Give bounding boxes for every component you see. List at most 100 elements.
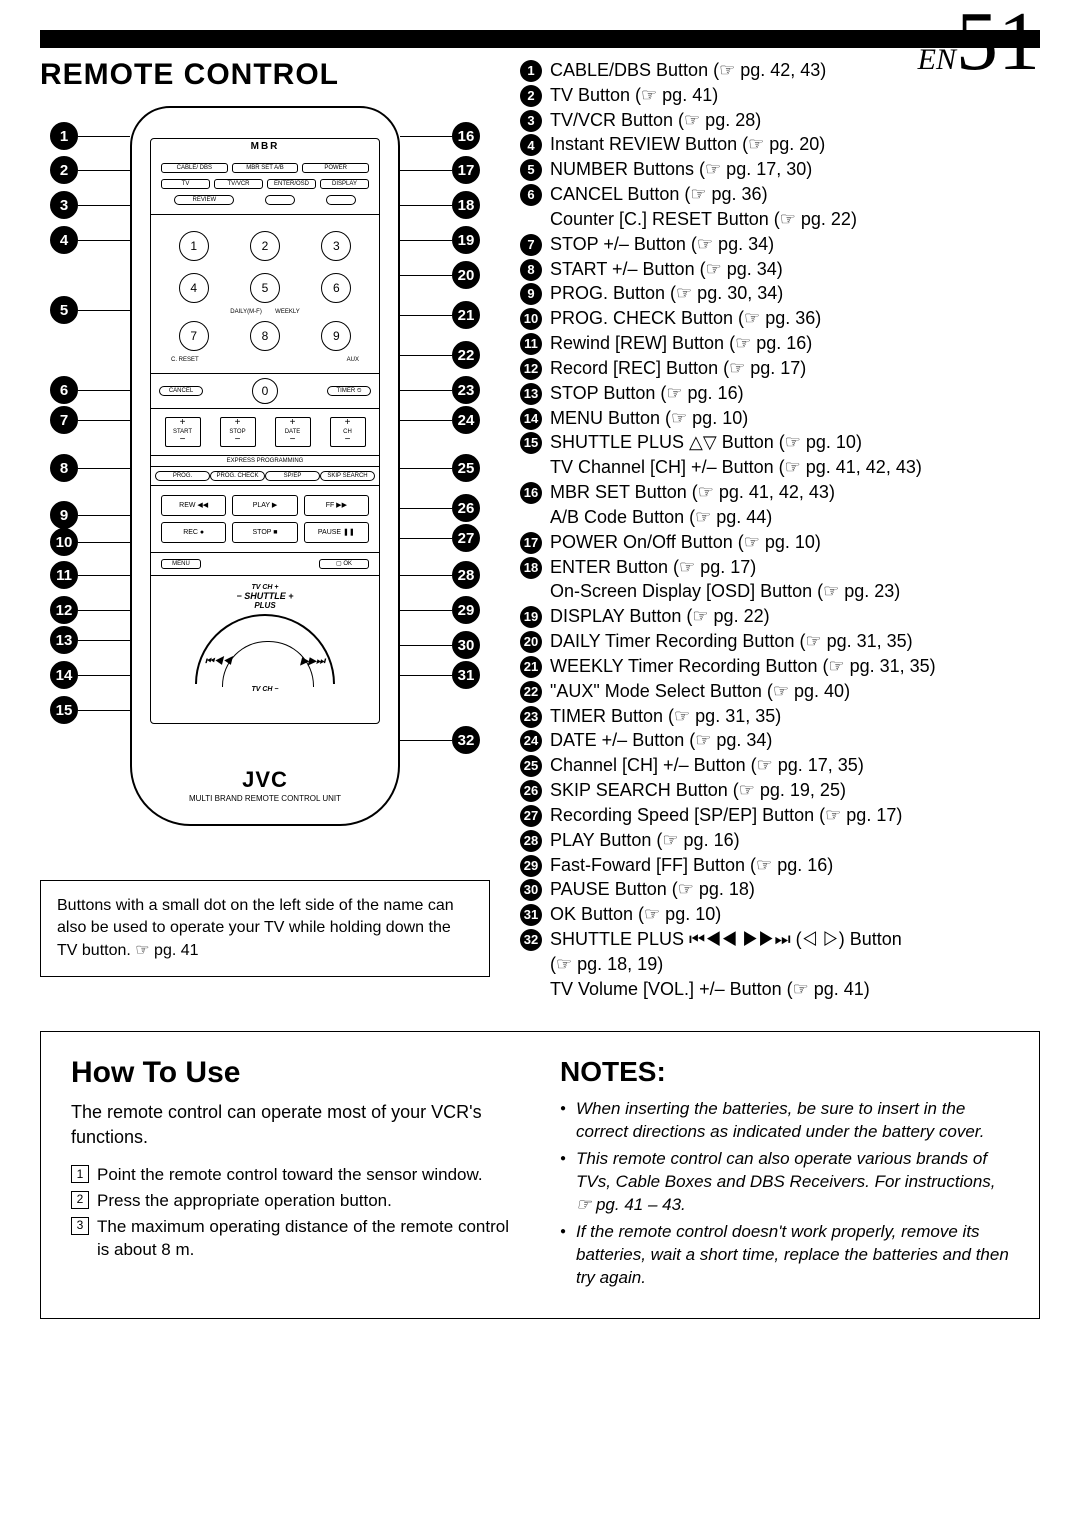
brand-name: JVC (132, 767, 398, 793)
legend-num: 11 (520, 333, 542, 355)
display-button: DISPLAY (320, 179, 369, 189)
legend-item: 31OK Button (☞ pg. 10) (520, 902, 1040, 927)
legend-item: 18 ENTER Button (☞ pg. 17) (520, 555, 1040, 580)
legend-item: 25Channel [CH] +/– Button (☞ pg. 17, 35) (520, 753, 1040, 778)
legend-item: 29Fast-Foward [FF] Button (☞ pg. 16) (520, 853, 1040, 878)
leader (78, 170, 130, 171)
callout-3: 3 (50, 191, 78, 219)
legend-num: 19 (520, 606, 542, 628)
callout-27: 27 (452, 524, 480, 552)
review-aux-2 (326, 195, 356, 205)
pause-button: PAUSE ❚❚ (304, 522, 369, 543)
prog-row: PROG. PROG. CHECK SP/EP SKIP SEARCH (151, 467, 379, 486)
legend-text: ENTER Button (☞ pg. 17) (550, 555, 1040, 580)
callout-16: 16 (452, 122, 480, 150)
rec-button: REC ● (161, 522, 226, 543)
num-1: 1 (179, 231, 209, 261)
leader (78, 468, 130, 469)
legend-num: 31 (520, 904, 542, 926)
legend-num: 1 (520, 60, 542, 82)
legend-item: 22"AUX" Mode Select Button (☞ pg. 40) (520, 679, 1040, 704)
leader (400, 315, 452, 316)
howto-intro: The remote control can operate most of y… (71, 1100, 520, 1149)
leader (78, 420, 130, 421)
legend-num: 2 (520, 85, 542, 107)
shuttle-plus-label: PLUS (159, 601, 371, 610)
num-0: 0 (252, 378, 278, 404)
step-text: Point the remote control toward the sens… (97, 1163, 483, 1187)
legend-text: Fast-Foward [FF] Button (☞ pg. 16) (550, 853, 1040, 878)
callout-7: 7 (50, 406, 78, 434)
legend-text: TIMER Button (☞ pg. 31, 35) (550, 704, 1040, 729)
legend-num: 17 (520, 532, 542, 554)
legend-item: 15SHUTTLE PLUS △▽ Button (☞ pg. 10) (520, 430, 1040, 455)
leader (78, 610, 130, 611)
step-text: The maximum operating distance of the re… (97, 1215, 520, 1263)
tv-note-box: Buttons with a small dot on the left sid… (40, 880, 490, 977)
legend-item: 13STOP Button (☞ pg. 16) (520, 381, 1040, 406)
callout-32: 32 (452, 726, 480, 754)
page-number: EN51 (918, 0, 1040, 84)
callout-29: 29 (452, 596, 480, 624)
note-item: This remote control can also operate var… (560, 1148, 1009, 1217)
leader (400, 610, 452, 611)
shuttle-section: TV CH + − SHUTTLE + PLUS ⏮◀◀ ▶▶⏭ TV CH − (151, 576, 379, 701)
leader (400, 355, 452, 356)
leader (400, 508, 452, 509)
legend-text: PAUSE Button (☞ pg. 18) (550, 877, 1040, 902)
legend-num: 4 (520, 134, 542, 156)
num-9: 9 (321, 321, 351, 351)
legend-text: SHUTTLE PLUS ⏮◀◀ ▶▶⏭ (◁ ▷) Button (550, 927, 1040, 952)
section-title: REMOTE CONTROL (40, 58, 490, 92)
num-6: 6 (321, 273, 351, 303)
legend-text: Record [REC] Button (☞ pg. 17) (550, 356, 1040, 381)
ch-pm: CH (330, 417, 366, 447)
note-item: If the remote control doesn't work prope… (560, 1221, 1009, 1290)
legend-item: 32SHUTTLE PLUS ⏮◀◀ ▶▶⏭ (◁ ▷) Button (520, 927, 1040, 952)
callout-12: 12 (50, 596, 78, 624)
callout-11: 11 (50, 561, 78, 589)
legend-text: PROG. CHECK Button (☞ pg. 36) (550, 306, 1040, 331)
legend-item: 5NUMBER Buttons (☞ pg. 17, 30) (520, 157, 1040, 182)
callout-20: 20 (452, 261, 480, 289)
leader (400, 275, 452, 276)
legend-item: 28PLAY Button (☞ pg. 16) (520, 828, 1040, 853)
legend-item: 16MBR SET Button (☞ pg. 41, 42, 43) (520, 480, 1040, 505)
review-button: REVIEW (174, 195, 234, 205)
leader (78, 542, 130, 543)
legend-text: Instant REVIEW Button (☞ pg. 20) (550, 132, 1040, 157)
callout-4: 4 (50, 226, 78, 254)
legend-num: 15 (520, 432, 542, 454)
legend-item: 17POWER On/Off Button (☞ pg. 10) (520, 530, 1040, 555)
num-8: 8 (250, 321, 280, 351)
legend-num: 18 (520, 557, 542, 579)
leader (400, 575, 452, 576)
callout-30: 30 (452, 631, 480, 659)
tvvcr-button: TV/VCR (214, 179, 263, 189)
leader (400, 205, 452, 206)
legend-text: CANCEL Button (☞ pg. 36) (550, 182, 1040, 207)
callout-2: 2 (50, 156, 78, 184)
legend-item: 20DAILY Timer Recording Button (☞ pg. 31… (520, 629, 1040, 654)
legend-item: 26SKIP SEARCH Button (☞ pg. 19, 25) (520, 778, 1040, 803)
legend-text: Channel [CH] +/– Button (☞ pg. 17, 35) (550, 753, 1040, 778)
legend-text: PROG. Button (☞ pg. 30, 34) (550, 281, 1040, 306)
leader (78, 205, 130, 206)
legend-item: 14MENU Button (☞ pg. 10) (520, 406, 1040, 431)
legend-num: 27 (520, 805, 542, 827)
enter-osd-button: ENTER/OSD (267, 179, 316, 189)
legend-sub: (☞ pg. 18, 19) (520, 952, 1040, 977)
legend-num: 16 (520, 482, 542, 504)
callout-18: 18 (452, 191, 480, 219)
leader (400, 468, 452, 469)
leader (400, 390, 452, 391)
legend-num: 24 (520, 730, 542, 752)
tv-button: TV (161, 179, 210, 189)
legend-num: 5 (520, 159, 542, 181)
timer-button: TIMER ⏲ (327, 386, 371, 396)
callout-23: 23 (452, 376, 480, 404)
cable-dbs-button: CABLE/ DBS (161, 163, 228, 173)
notes-list: When inserting the batteries, be sure to… (560, 1098, 1009, 1290)
num-5: 5 (250, 273, 280, 303)
express-label: EXPRESS PROGRAMMING (151, 456, 379, 467)
